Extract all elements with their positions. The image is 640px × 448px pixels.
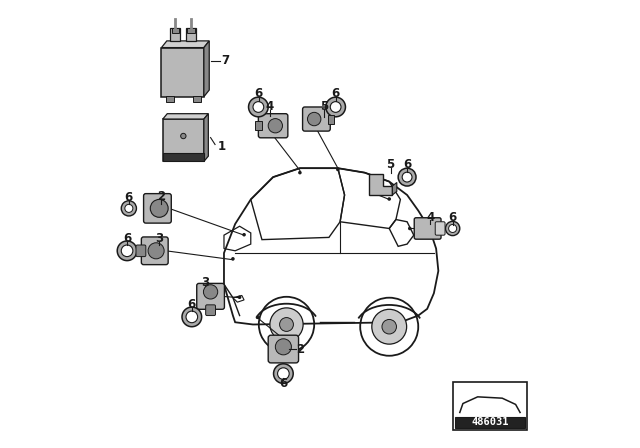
Bar — [163, 153, 204, 161]
Circle shape — [256, 315, 259, 319]
Text: 6: 6 — [332, 86, 340, 99]
Polygon shape — [392, 182, 397, 195]
Circle shape — [180, 134, 186, 139]
Circle shape — [307, 112, 321, 126]
Circle shape — [445, 221, 460, 236]
Bar — [328, 115, 334, 124]
Polygon shape — [204, 114, 209, 161]
Circle shape — [186, 311, 198, 323]
Text: 6: 6 — [123, 232, 131, 245]
Text: 6: 6 — [279, 377, 287, 390]
Circle shape — [449, 224, 457, 233]
Polygon shape — [204, 41, 209, 97]
Circle shape — [121, 245, 133, 257]
FancyBboxPatch shape — [196, 284, 225, 309]
Circle shape — [402, 172, 412, 182]
FancyBboxPatch shape — [259, 114, 288, 138]
Bar — [188, 28, 195, 33]
Text: 4: 4 — [266, 100, 274, 113]
Text: 1: 1 — [217, 140, 225, 153]
Bar — [455, 417, 525, 428]
Text: 6: 6 — [403, 158, 412, 171]
FancyBboxPatch shape — [414, 218, 441, 239]
Circle shape — [398, 168, 416, 186]
FancyBboxPatch shape — [136, 245, 146, 257]
Circle shape — [336, 168, 340, 171]
Circle shape — [408, 227, 412, 230]
FancyBboxPatch shape — [143, 194, 172, 223]
Text: 2: 2 — [296, 343, 304, 356]
Circle shape — [204, 285, 218, 299]
Polygon shape — [161, 41, 209, 47]
Text: 3: 3 — [155, 232, 163, 245]
Circle shape — [382, 319, 397, 334]
Circle shape — [243, 233, 246, 237]
Bar — [170, 28, 180, 41]
Bar — [186, 28, 196, 41]
Text: 6: 6 — [449, 211, 457, 224]
Circle shape — [273, 364, 293, 383]
Bar — [166, 96, 174, 102]
Circle shape — [298, 171, 301, 174]
Text: 2: 2 — [157, 190, 166, 203]
Text: 5: 5 — [321, 100, 328, 113]
Circle shape — [270, 308, 303, 341]
Circle shape — [387, 197, 391, 201]
Circle shape — [238, 296, 241, 299]
Circle shape — [326, 97, 346, 117]
Circle shape — [182, 307, 202, 327]
FancyBboxPatch shape — [435, 222, 445, 235]
Bar — [172, 28, 179, 33]
Circle shape — [330, 102, 341, 112]
Text: 6: 6 — [125, 191, 133, 204]
Circle shape — [278, 368, 289, 379]
Circle shape — [150, 199, 168, 217]
Polygon shape — [163, 114, 209, 119]
Bar — [453, 382, 527, 431]
Circle shape — [275, 339, 291, 355]
Bar — [163, 119, 204, 161]
Text: 486031: 486031 — [471, 417, 509, 427]
Text: 6: 6 — [188, 298, 196, 311]
Circle shape — [231, 257, 235, 261]
Circle shape — [125, 204, 133, 212]
FancyBboxPatch shape — [268, 335, 299, 363]
Circle shape — [248, 97, 268, 117]
Circle shape — [148, 243, 164, 259]
Text: 6: 6 — [255, 86, 263, 99]
FancyBboxPatch shape — [141, 237, 168, 265]
Bar — [255, 121, 262, 130]
Bar — [193, 96, 201, 102]
Text: 5: 5 — [387, 158, 395, 171]
Text: 4: 4 — [426, 211, 435, 224]
FancyBboxPatch shape — [303, 107, 330, 131]
Text: 3: 3 — [201, 276, 209, 289]
FancyBboxPatch shape — [205, 305, 216, 315]
Circle shape — [253, 102, 264, 112]
Circle shape — [117, 241, 137, 261]
Bar — [161, 47, 204, 97]
Circle shape — [268, 119, 282, 133]
Polygon shape — [369, 173, 392, 195]
Circle shape — [280, 318, 293, 332]
Circle shape — [121, 201, 136, 216]
Circle shape — [372, 309, 406, 344]
Text: 7: 7 — [221, 54, 230, 67]
